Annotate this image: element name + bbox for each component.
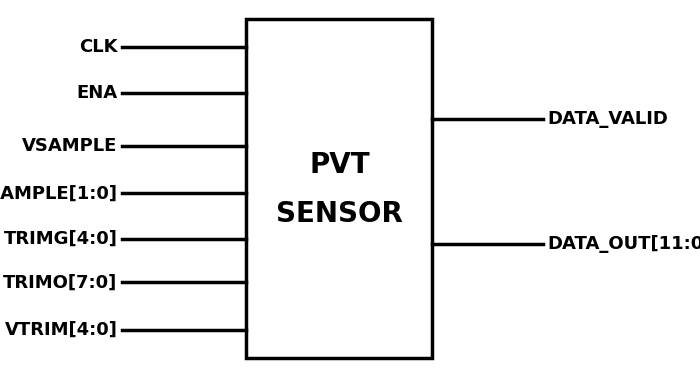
Text: VSAMPLE: VSAMPLE (22, 137, 118, 155)
Text: TRIMO[7:0]: TRIMO[7:0] (4, 273, 118, 291)
Text: DATA_VALID: DATA_VALID (547, 110, 668, 128)
Text: DATA_OUT[11:0]: DATA_OUT[11:0] (547, 235, 700, 254)
Text: SENSOR: SENSOR (276, 200, 403, 228)
Text: PSAMPLE[1:0]: PSAMPLE[1:0] (0, 184, 118, 202)
Text: TRIMG[4:0]: TRIMG[4:0] (4, 230, 118, 248)
Text: CLK: CLK (79, 38, 118, 56)
FancyBboxPatch shape (246, 19, 432, 358)
Text: ENA: ENA (76, 84, 118, 102)
Text: PVT: PVT (309, 151, 370, 179)
Text: VTRIM[4:0]: VTRIM[4:0] (5, 321, 118, 339)
